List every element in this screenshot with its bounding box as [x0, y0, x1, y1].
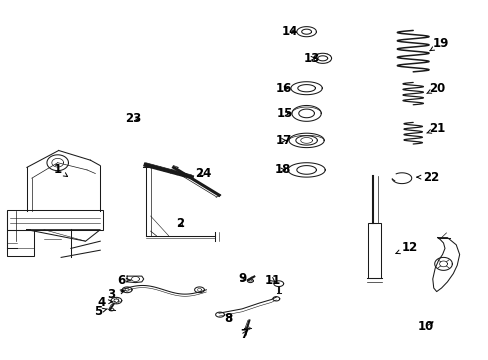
Text: 17: 17 — [275, 134, 291, 147]
Text: 18: 18 — [274, 163, 290, 176]
Text: 3: 3 — [107, 288, 124, 301]
Text: 24: 24 — [194, 167, 211, 180]
Text: 9: 9 — [238, 273, 245, 285]
Bar — [7, 230, 34, 256]
Text: 23: 23 — [124, 112, 141, 125]
Text: 16: 16 — [275, 82, 291, 95]
Text: 7: 7 — [240, 328, 248, 341]
Text: 6: 6 — [117, 274, 131, 287]
Text: 19: 19 — [429, 37, 448, 51]
Bar — [367, 223, 381, 278]
Text: 12: 12 — [395, 241, 417, 254]
Text: 5: 5 — [94, 305, 107, 318]
Bar — [7, 210, 102, 230]
Text: 1: 1 — [54, 163, 67, 176]
Text: 4: 4 — [97, 296, 112, 309]
Text: 11: 11 — [264, 274, 281, 287]
Text: 2: 2 — [176, 217, 183, 230]
Text: 10: 10 — [416, 320, 433, 333]
Text: 15: 15 — [276, 107, 292, 120]
Text: 13: 13 — [303, 52, 320, 65]
Text: 22: 22 — [416, 171, 439, 184]
Text: 20: 20 — [426, 82, 445, 95]
Text: 21: 21 — [426, 122, 445, 135]
Text: 8: 8 — [224, 312, 232, 325]
Text: 14: 14 — [281, 25, 297, 38]
